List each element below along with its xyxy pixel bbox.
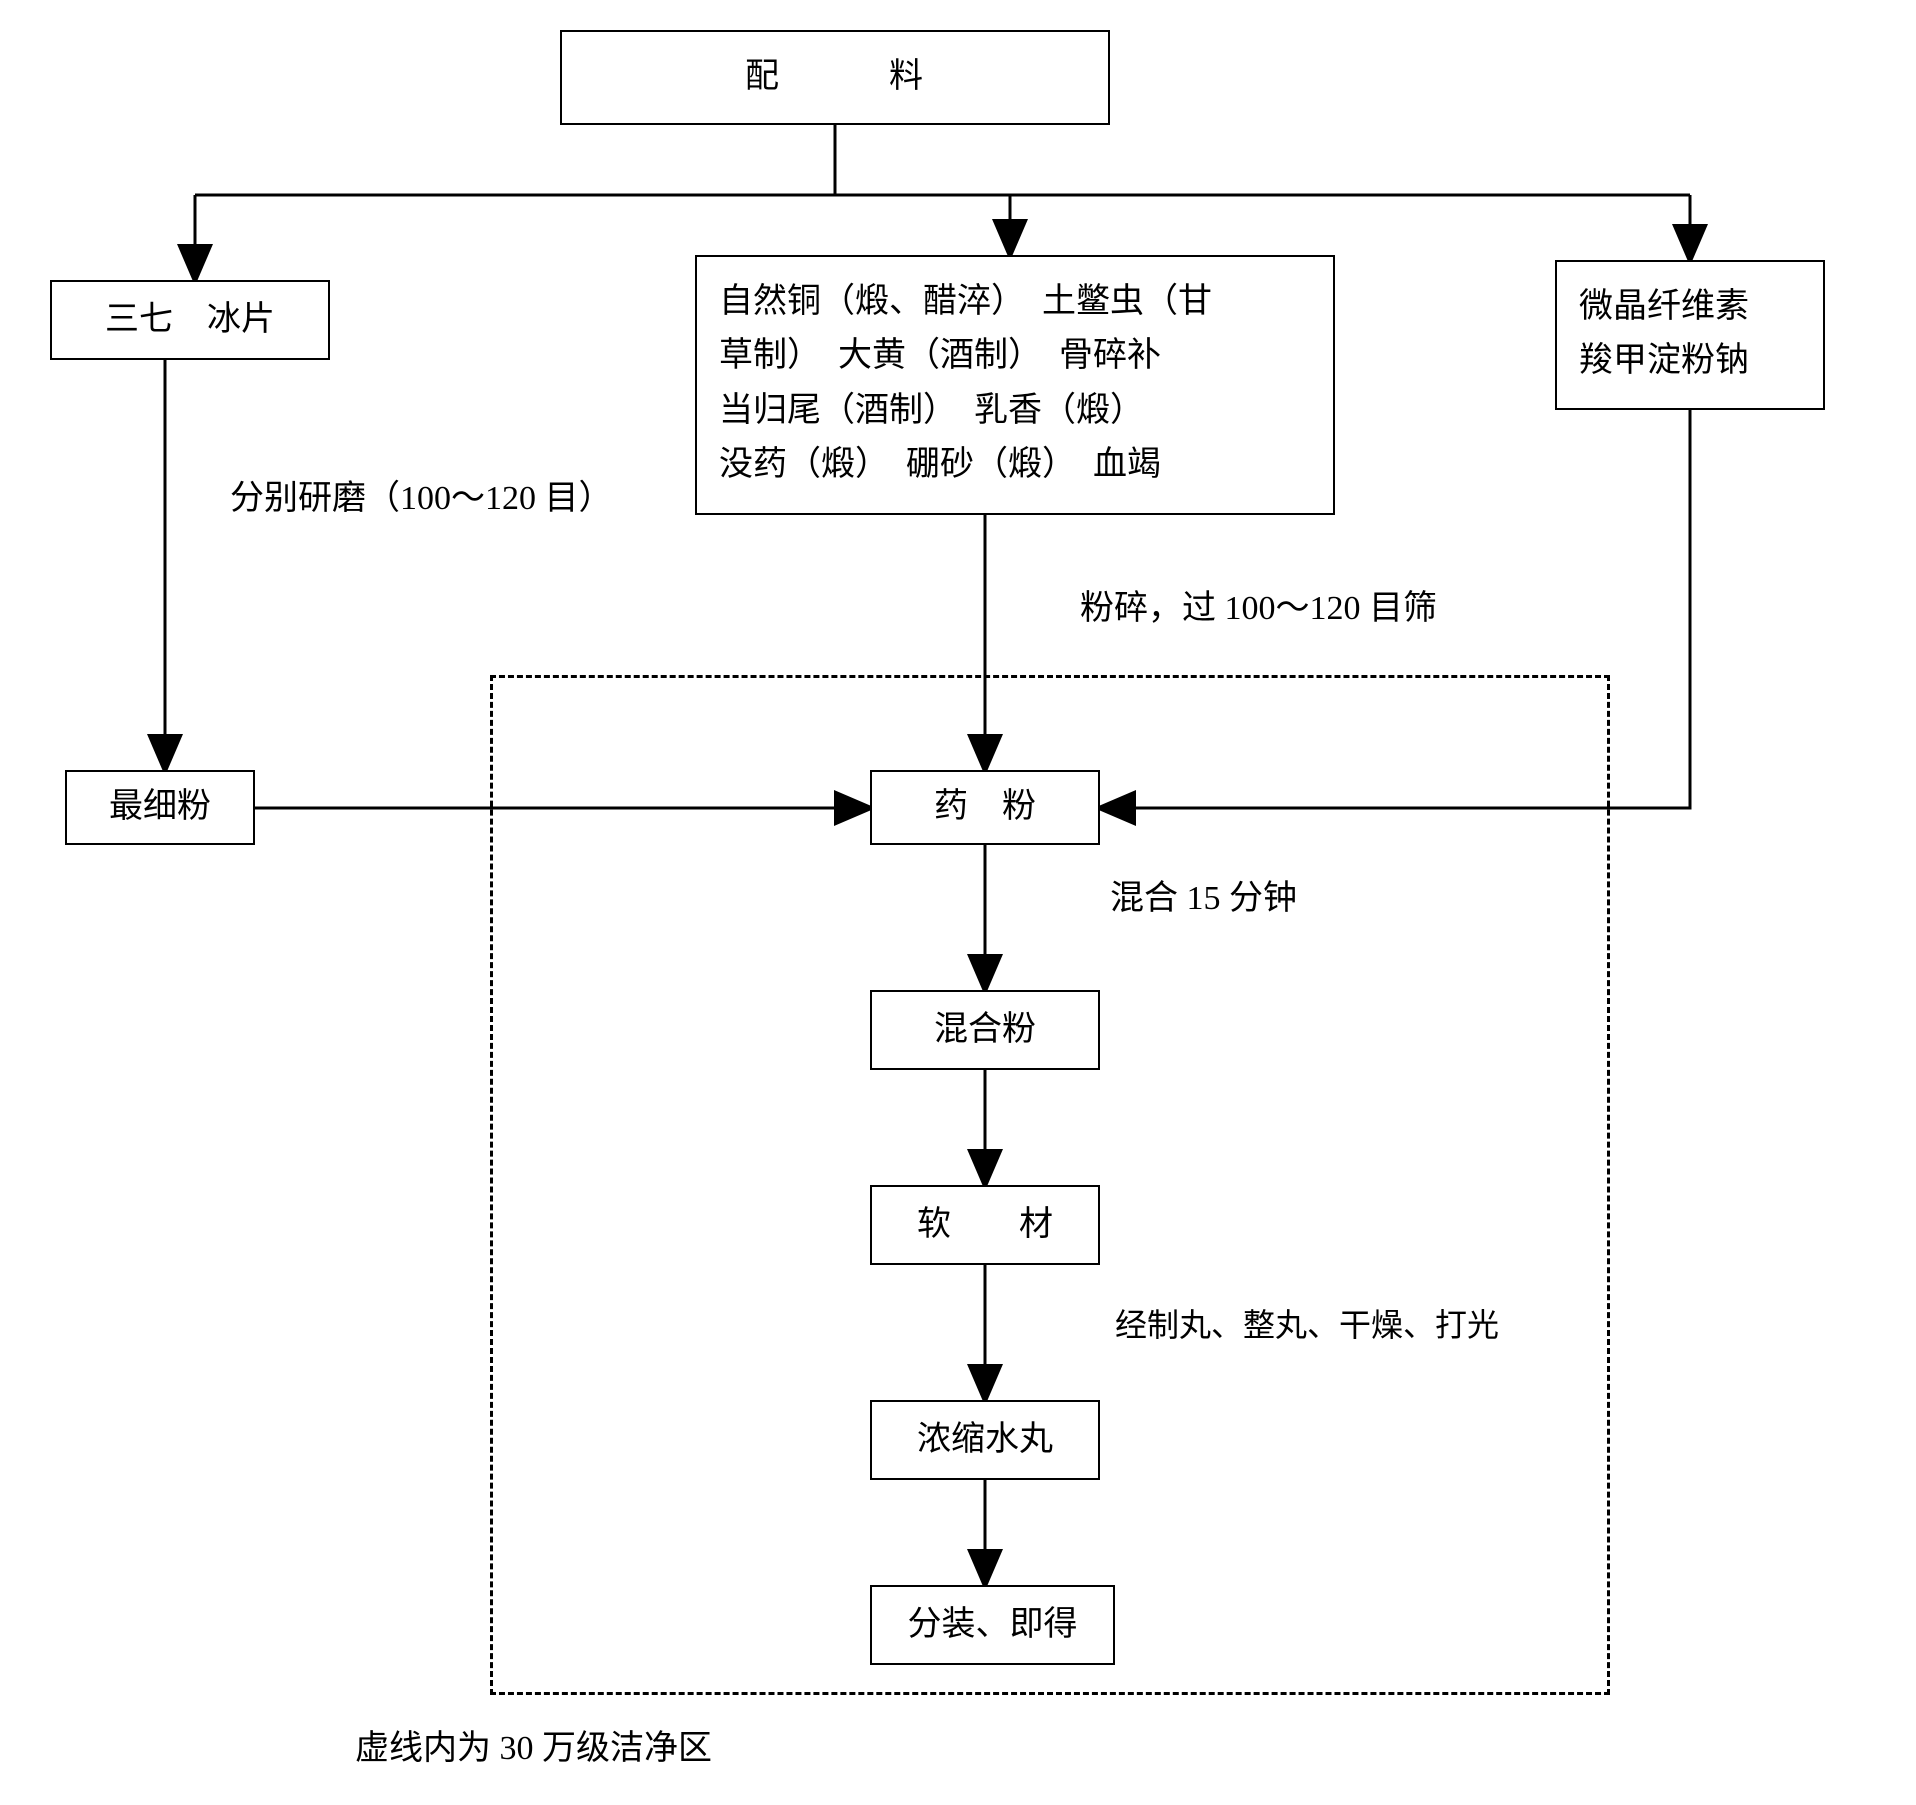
label-crush: 粉碎，过 100～120 目筛	[1080, 580, 1437, 629]
node-soft: 软 材	[870, 1185, 1100, 1265]
label-grind: 分别研磨（100～120 目）	[230, 470, 613, 519]
node-middle: 自然铜（煅、醋淬） 土鳖虫（甘 草制） 大黄（酒制） 骨碎补 当归尾（酒制） 乳…	[695, 255, 1335, 515]
node-conc: 浓缩水丸	[870, 1400, 1100, 1480]
node-root: 配 料	[560, 30, 1110, 125]
label-process: 经制丸、整丸、干燥、打光	[1115, 1300, 1499, 1346]
node-final: 分装、即得	[870, 1585, 1115, 1665]
node-right: 微晶纤维素 羧甲淀粉钠	[1555, 260, 1825, 410]
label-region-note: 虚线内为 30 万级洁净区	[355, 1720, 712, 1769]
label-mix15: 混合 15 分钟	[1110, 870, 1297, 919]
node-left: 三七 冰片	[50, 280, 330, 360]
node-powder: 药 粉	[870, 770, 1100, 845]
node-mixed: 混合粉	[870, 990, 1100, 1070]
node-finest: 最细粉	[65, 770, 255, 845]
flowchart-canvas: 配 料 三七 冰片 自然铜（煅、醋淬） 土鳖虫（甘 草制） 大黄（酒制） 骨碎补…	[0, 0, 1916, 1805]
